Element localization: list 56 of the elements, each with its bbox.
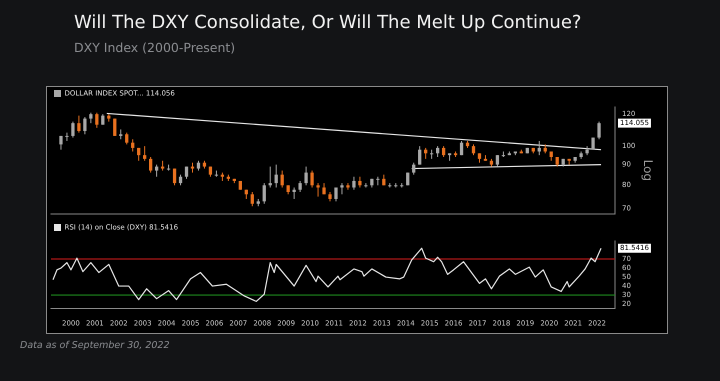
candlestick	[268, 166, 272, 188]
candlestick	[89, 112, 93, 124]
candlestick	[149, 156, 152, 174]
y-axis-title: Log	[640, 160, 655, 182]
candlestick	[83, 116, 87, 135]
candlestick	[496, 154, 500, 168]
candlestick	[160, 160, 164, 172]
candlestick	[322, 182, 326, 195]
candlestick	[184, 166, 188, 180]
candlestick	[154, 164, 158, 178]
candlestick	[65, 132, 69, 142]
candlestick	[304, 166, 308, 186]
candlestick	[137, 147, 140, 162]
candlestick	[298, 180, 302, 192]
candlestick	[310, 170, 314, 188]
text: Data as of September 30, 2022	[20, 340, 170, 351]
candlestick	[119, 128, 122, 140]
candlestick	[597, 121, 601, 140]
candlestick	[59, 135, 63, 150]
candlestick	[113, 118, 116, 136]
candlestick	[412, 162, 416, 176]
candlestick	[280, 170, 284, 188]
candlestick	[358, 176, 362, 188]
candlestick	[196, 160, 200, 172]
candlestick	[436, 146, 440, 158]
chart-subtitle: DXY Index (2000-Present)	[74, 40, 236, 55]
candlestick	[430, 149, 434, 160]
candlestick	[262, 182, 266, 204]
candlestick	[418, 146, 422, 166]
candlestick	[334, 186, 338, 202]
candlestick	[442, 146, 446, 158]
candlestick	[591, 137, 595, 150]
candlestick	[556, 156, 559, 168]
candlestick	[382, 174, 386, 186]
candlestick	[292, 186, 296, 200]
candlestick	[71, 121, 75, 138]
candlestick	[208, 166, 212, 178]
candlestick	[352, 176, 356, 190]
candlestick	[131, 138, 134, 152]
candlestick	[472, 144, 476, 156]
candlestick	[244, 189, 248, 200]
candlestick	[172, 168, 176, 186]
candlestick	[125, 132, 128, 145]
chart-title: Will The DXY Consolidate, Or Will The Melt Up Continue?	[74, 12, 582, 33]
candlestick	[424, 147, 428, 160]
candlestick	[143, 146, 146, 162]
candlestick	[95, 112, 98, 128]
candlestick	[460, 140, 464, 156]
candlestick	[376, 176, 380, 186]
candlestick	[250, 191, 254, 207]
candlestick	[406, 172, 410, 186]
candlestick	[538, 140, 541, 156]
candlestick	[178, 174, 182, 186]
candlestick	[77, 115, 81, 134]
candlestick	[274, 164, 278, 188]
candlestick	[190, 162, 194, 174]
